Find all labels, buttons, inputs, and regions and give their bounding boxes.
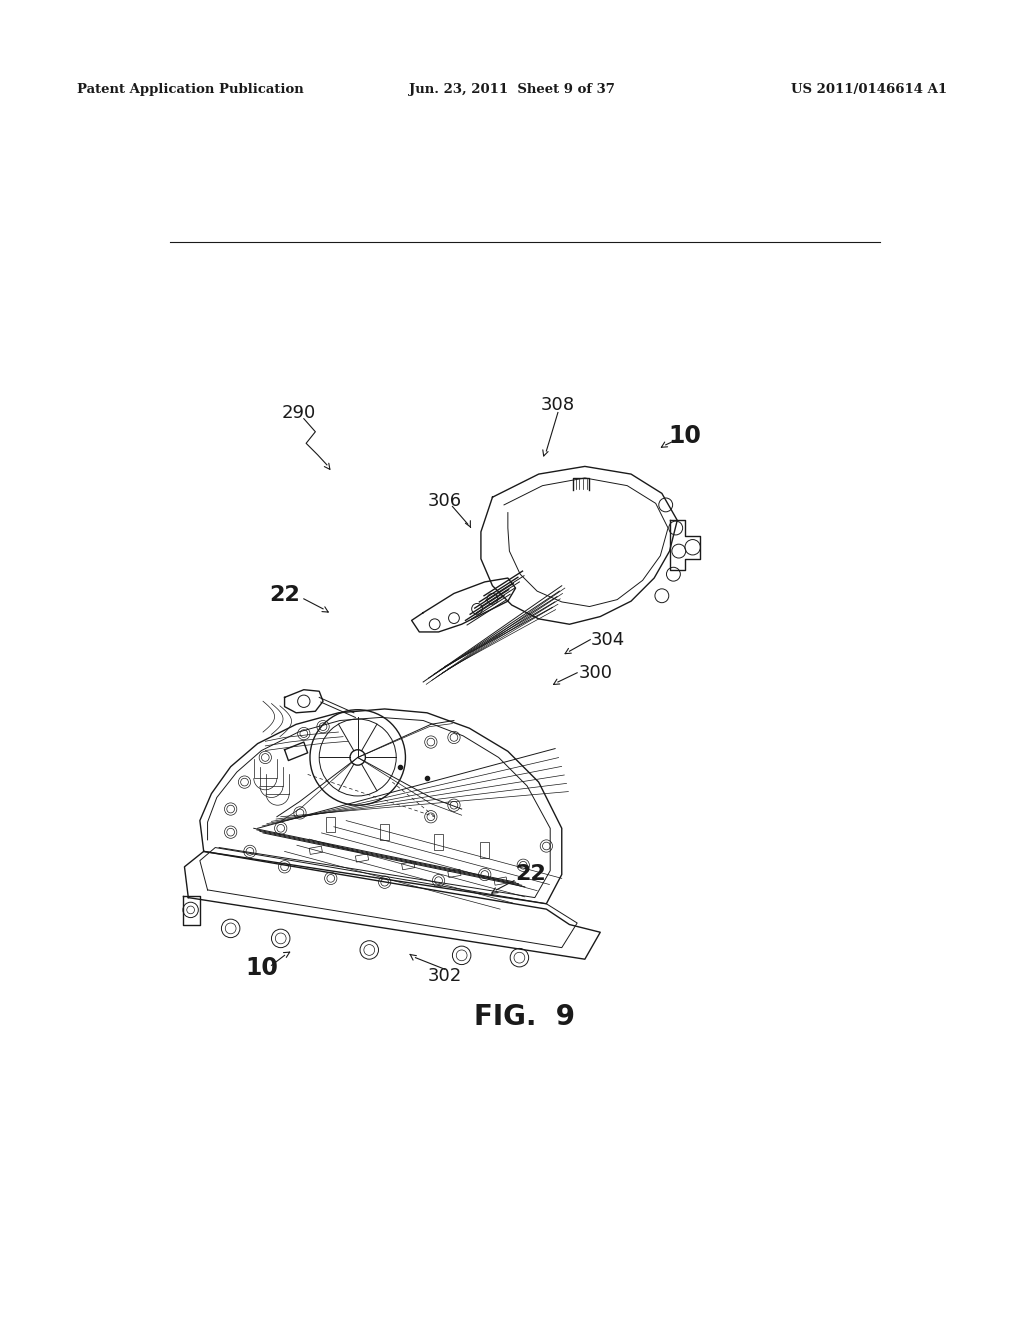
Bar	[355, 854, 369, 862]
Text: 308: 308	[541, 396, 574, 413]
Bar	[494, 876, 507, 886]
Text: Jun. 23, 2011  Sheet 9 of 37: Jun. 23, 2011 Sheet 9 of 37	[409, 83, 615, 96]
Text: FIG.  9: FIG. 9	[474, 1003, 575, 1031]
Text: 10: 10	[669, 424, 701, 447]
Bar	[309, 846, 323, 854]
Text: 22: 22	[515, 865, 547, 884]
Text: Patent Application Publication: Patent Application Publication	[77, 83, 303, 96]
Text: 300: 300	[579, 664, 612, 681]
Bar	[447, 870, 461, 878]
Text: 306: 306	[428, 492, 462, 510]
Text: 22: 22	[269, 585, 300, 605]
Text: 10: 10	[245, 957, 278, 981]
Bar	[401, 862, 415, 870]
Text: 304: 304	[591, 631, 626, 648]
Text: 290: 290	[282, 404, 315, 421]
Text: 302: 302	[428, 968, 462, 985]
Text: US 2011/0146614 A1: US 2011/0146614 A1	[792, 83, 947, 96]
